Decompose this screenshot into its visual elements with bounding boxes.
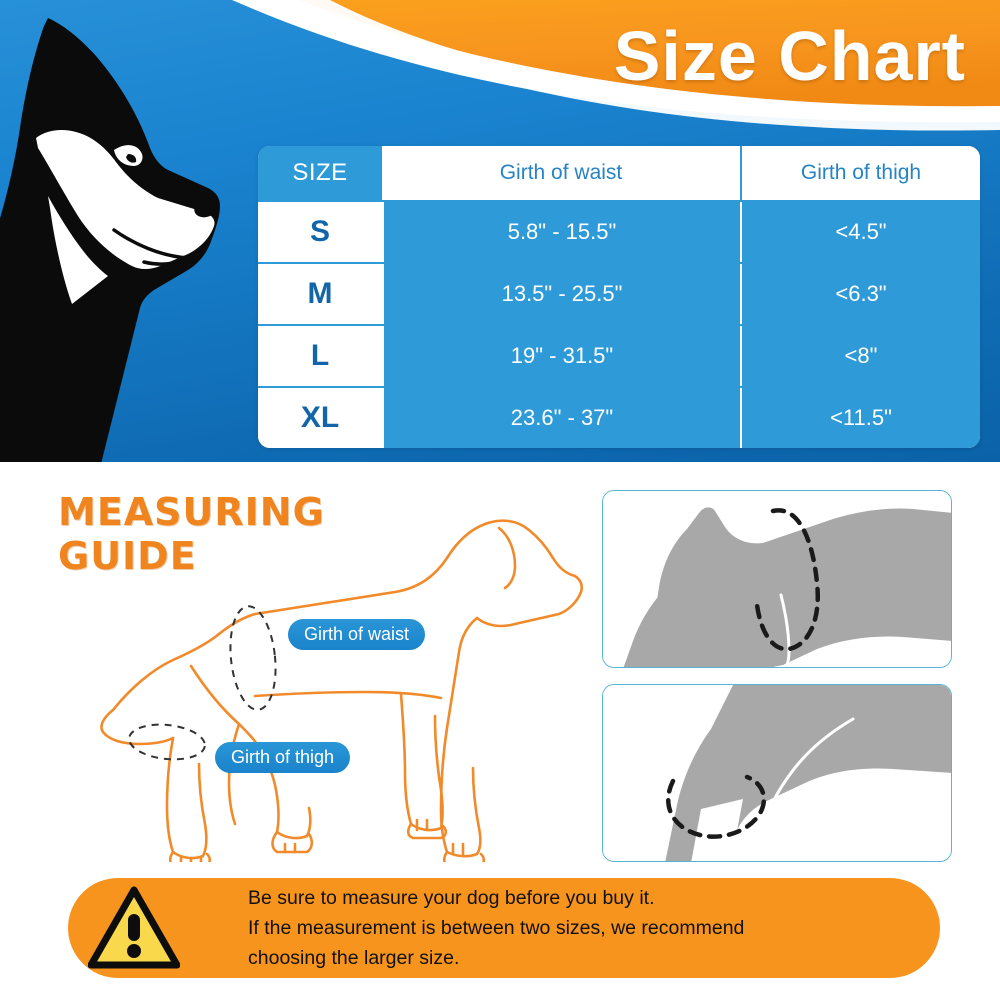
orange-swoosh-decoration [232,0,1000,131]
warning-banner: Be sure to measure your dog before you b… [68,878,940,978]
header-panel: Size Chart SIZE Girth of waist Girth of … [0,0,1000,462]
measuring-title-line1: MEASURING [58,490,325,534]
warning-line-2: If the measurement is between two sizes,… [248,917,745,939]
column-header-waist: Girth of waist [382,146,740,200]
warning-line-3: choosing the larger size. [248,947,460,969]
cell-thigh: <6.3" [740,264,980,324]
size-chart-table: SIZE Girth of waist Girth of thigh S 5.8… [258,146,980,448]
warning-line-1: Be sure to measure your dog before you b… [248,887,655,909]
girth-of-thigh-label: Girth of thigh [215,742,351,773]
measuring-guide-section: MEASURING GUIDE [0,462,1000,1000]
table-row: S 5.8" - 15.5" <4.5" [258,200,980,262]
dog-waist-photo-icon [603,491,951,667]
measuring-guide-title: MEASURING GUIDE [58,490,398,578]
table-row: XL 23.6" - 37" <11.5" [258,386,980,448]
page-title: Size Chart [613,17,966,95]
cell-size: S [258,202,382,262]
waist-measure-dashed-line [229,605,277,711]
table-header-row: SIZE Girth of waist Girth of thigh [258,146,980,200]
cell-size: L [258,326,382,386]
dog-outline-icon [100,519,584,862]
dog-head-icon [0,18,220,462]
table-row: L 19" - 31.5" <8" [258,324,980,386]
dog-thigh-photo-icon [603,685,951,861]
cell-thigh: <4.5" [740,202,980,262]
table-row: M 13.5" - 25.5" <6.3" [258,262,980,324]
cell-waist: 5.8" - 15.5" [382,202,740,262]
waist-measure-photo [602,490,952,668]
thigh-measure-dashed-line [128,723,206,761]
cell-waist: 19" - 31.5" [382,326,740,386]
column-header-size: SIZE [258,146,382,200]
column-header-thigh: Girth of thigh [740,146,980,200]
cell-waist: 13.5" - 25.5" [382,264,740,324]
warning-text-block: Be sure to measure your dog before you b… [248,883,744,973]
thigh-measure-photo [602,684,952,862]
cell-waist: 23.6" - 37" [382,388,740,448]
cell-size: XL [258,388,382,448]
cell-thigh: <8" [740,326,980,386]
measuring-title-line2: GUIDE [58,534,197,578]
cell-thigh: <11.5" [740,388,980,448]
warning-triangle-icon [88,886,180,969]
girth-of-waist-label: Girth of waist [288,619,426,650]
cell-size: M [258,264,382,324]
